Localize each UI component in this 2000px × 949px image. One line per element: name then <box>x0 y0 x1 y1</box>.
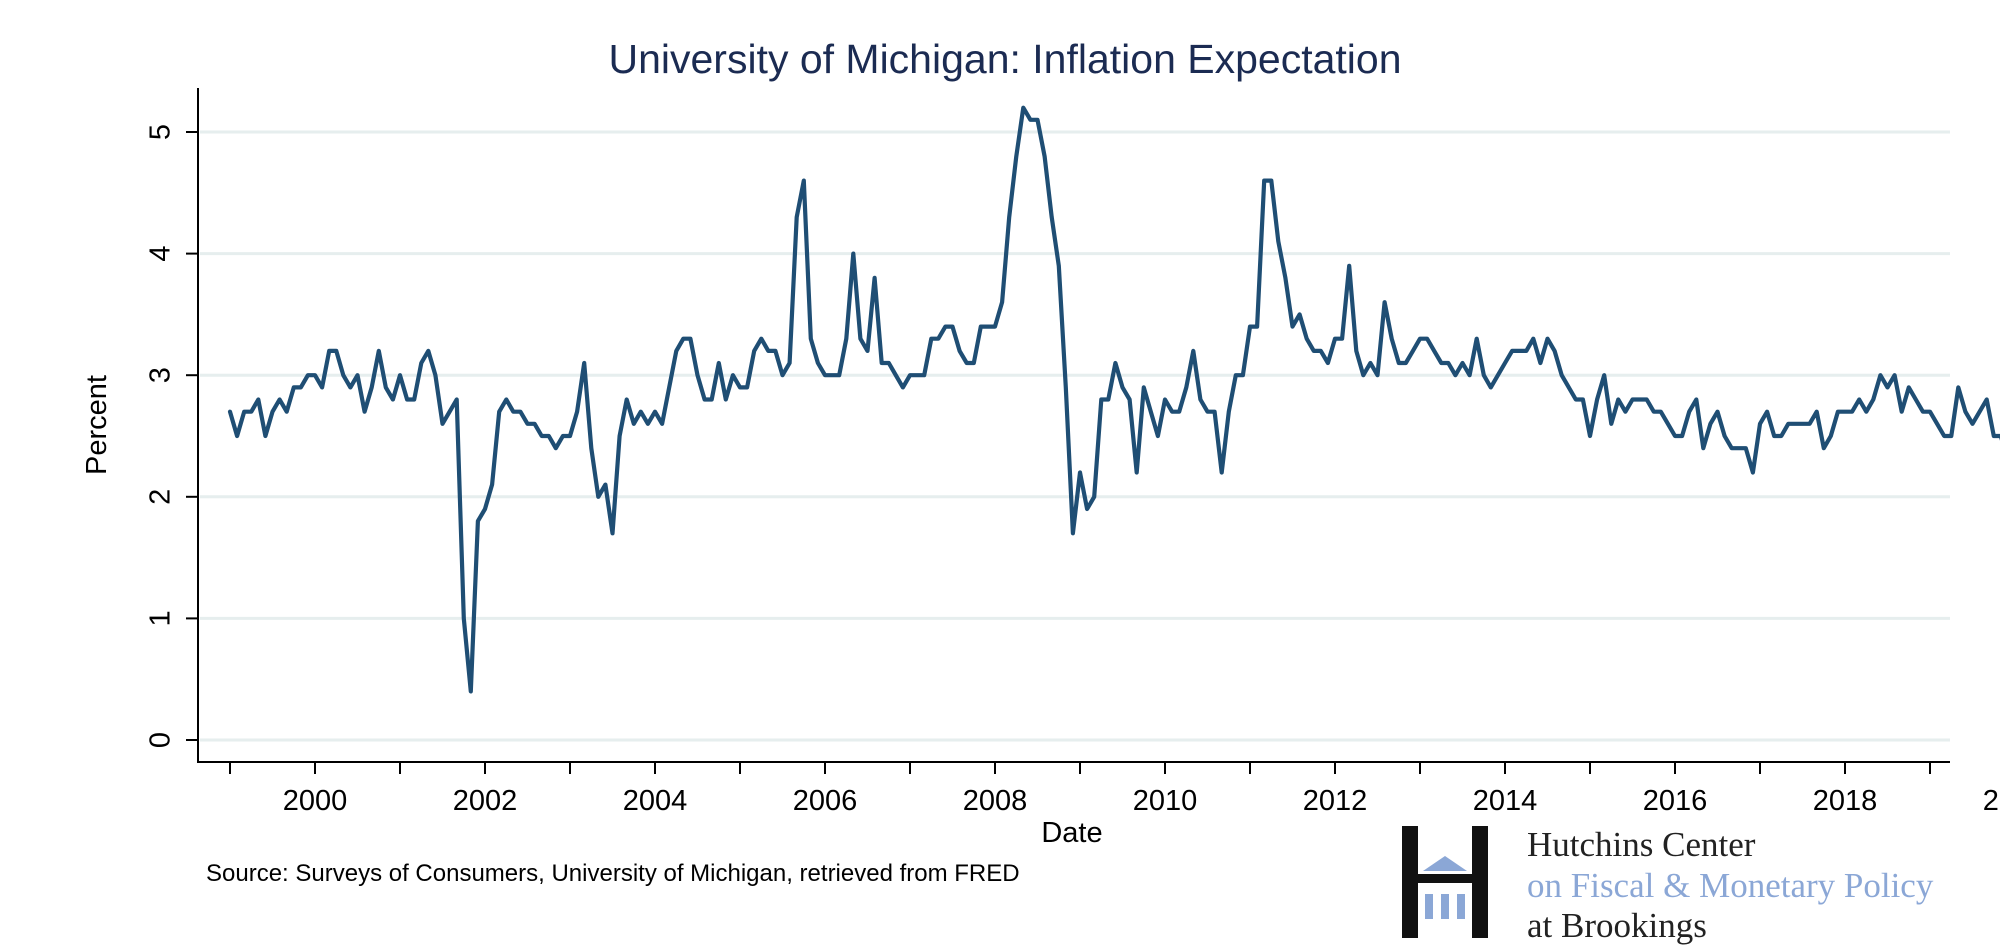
x-axis-ticks: 2000 2002 2004 2006 2008 2010 2012 2014 2016 2018… <box>229 762 2000 817</box>
x-tick-label-2008: 2008 <box>963 785 1028 817</box>
y-axis-label: Percent <box>81 375 113 475</box>
logo-line-1: Hutchins Center <box>1527 825 1756 864</box>
x-tick-label-2002: 2002 <box>453 785 518 817</box>
x-tick-label-2004: 2004 <box>623 785 688 817</box>
y-tick-label-3: 3 <box>145 367 177 383</box>
x-tick-label-2012: 2012 <box>1303 785 1368 817</box>
y-tick-label-4: 4 <box>145 246 177 262</box>
series-line-inflation-expectation <box>227 105 2000 694</box>
y-axis-ticks: 0 1 2 3 4 5 <box>145 124 198 748</box>
gridlines <box>200 130 1950 742</box>
y-tick-label-2: 2 <box>145 489 177 505</box>
y-tick-label-1: 1 <box>145 610 177 626</box>
x-axis-label: Date <box>1041 817 1102 849</box>
logo-line-3: at Brookings <box>1527 906 1707 945</box>
y-tick-label-5: 5 <box>145 124 177 140</box>
y-tick-label-0: 0 <box>145 732 177 748</box>
x-tick-label-2006: 2006 <box>793 785 858 817</box>
x-tick-label-2000: 2000 <box>283 785 348 817</box>
x-tick-label-2020: 2020 <box>1983 785 2000 817</box>
x-tick-label-2014: 2014 <box>1473 785 1538 817</box>
logo-line-2: on Fiscal & Monetary Policy <box>1527 866 1934 905</box>
x-tick-label-2018: 2018 <box>1813 785 1878 817</box>
hutchins-h-icon <box>1402 826 1488 938</box>
source-note: Source: Surveys of Consumers, University… <box>206 860 1020 887</box>
brookings-logo: Hutchins Center on Fiscal & Monetary Pol… <box>1402 825 1934 945</box>
chart-title: University of Michigan: Inflation Expect… <box>608 36 1401 82</box>
x-tick-label-2010: 2010 <box>1133 785 1198 817</box>
axis-frame <box>197 88 1950 763</box>
x-tick-label-2016: 2016 <box>1643 785 1708 817</box>
